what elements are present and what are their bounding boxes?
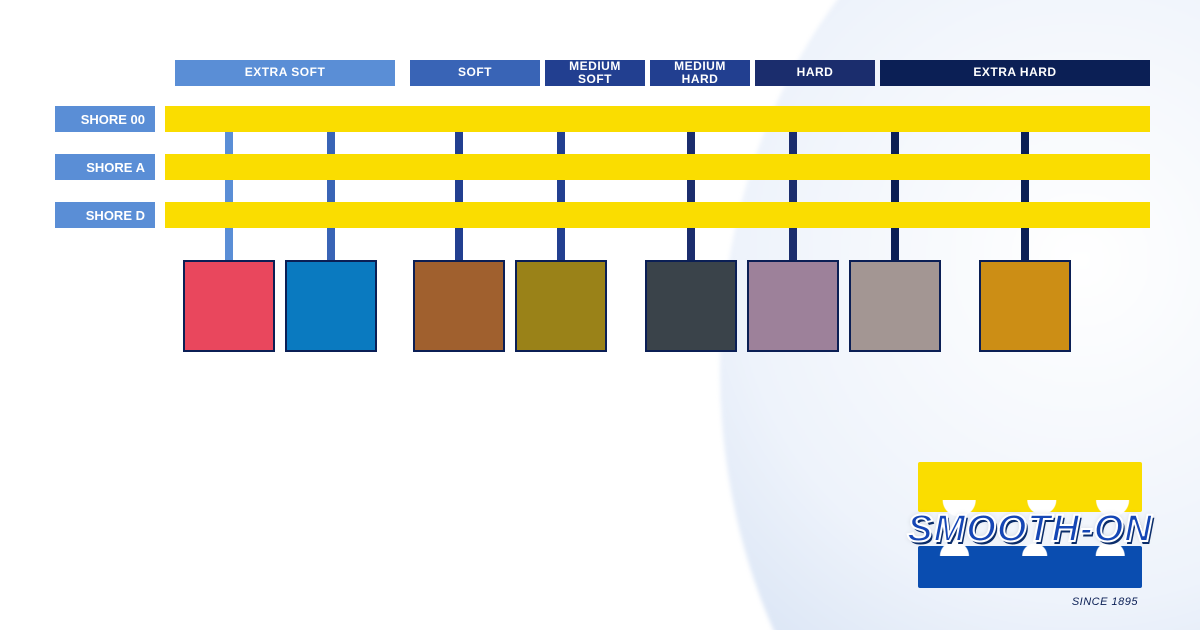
color-swatch: [515, 260, 607, 352]
scale-bar-overlay: [165, 154, 1150, 180]
category-header: MEDIUMSOFT: [545, 60, 645, 86]
color-swatch: [413, 260, 505, 352]
hardness-chart: EXTRA SOFT SOFTMEDIUMSOFTMEDIUMHARDHARDEX…: [55, 60, 1150, 380]
brand-logo: SMOOTH-ON SINCE 1895: [900, 462, 1160, 612]
category-header: SOFT: [410, 60, 540, 86]
color-swatch: [747, 260, 839, 352]
color-swatch: [979, 260, 1071, 352]
connector: [225, 132, 233, 260]
logo-text: SMOOTH-ON: [900, 508, 1160, 551]
connector: [789, 132, 797, 260]
connector: [891, 132, 899, 260]
scale-bar-overlay: [165, 202, 1150, 228]
connector: [1021, 132, 1029, 260]
color-swatch: [849, 260, 941, 352]
color-swatch: [645, 260, 737, 352]
category-header: MEDIUMHARD: [650, 60, 750, 86]
color-swatch: [183, 260, 275, 352]
logo-since: SINCE 1895: [1072, 596, 1138, 608]
connector: [327, 132, 335, 260]
category-header: EXTRA SOFT: [175, 60, 395, 86]
scale-bar-overlay: [165, 106, 1150, 132]
color-swatch: [285, 260, 377, 352]
category-header: HARD: [755, 60, 875, 86]
category-header: EXTRA HARD: [880, 60, 1150, 86]
connector: [557, 132, 565, 260]
row-label: SHORE A: [55, 154, 155, 180]
row-label: SHORE 00: [55, 106, 155, 132]
logo-yellow-band: [918, 462, 1142, 512]
logo-blue-band: [918, 546, 1142, 588]
connector: [455, 132, 463, 260]
row-label: SHORE D: [55, 202, 155, 228]
connector: [687, 132, 695, 260]
